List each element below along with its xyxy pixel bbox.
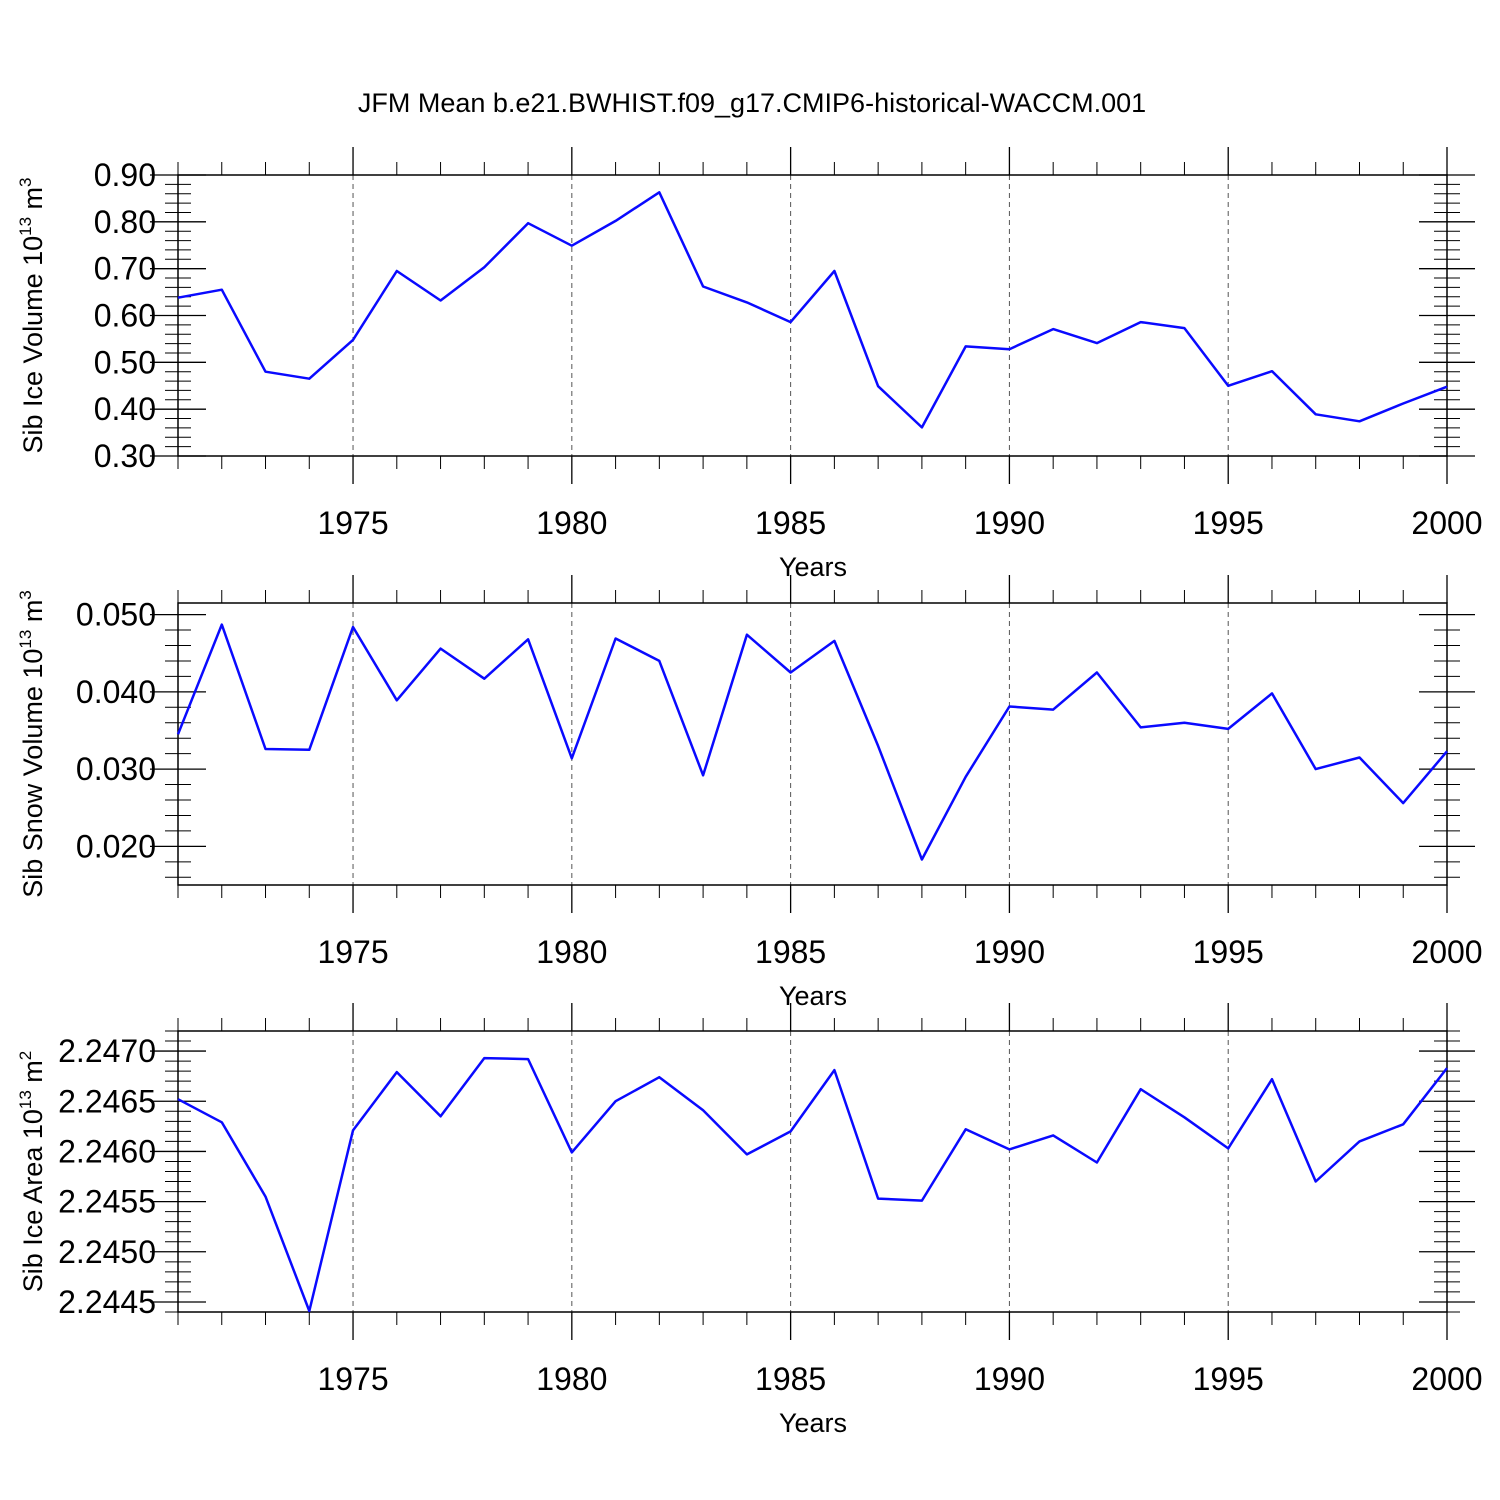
y-axis-title: Sib Ice Area 1013 m2 bbox=[16, 1051, 48, 1293]
x-axis-title: Years bbox=[779, 1408, 847, 1438]
y-tick-label: 0.050 bbox=[76, 597, 156, 633]
y-tick-label: 0.030 bbox=[76, 751, 156, 787]
x-tick-label: 1990 bbox=[974, 934, 1045, 970]
y-axis-title-part: m bbox=[18, 600, 48, 630]
plot-frame bbox=[177, 174, 1448, 457]
plot-frame bbox=[177, 602, 1448, 886]
y-tick-label: 0.60 bbox=[94, 298, 156, 334]
y-tick-label: 0.040 bbox=[76, 674, 156, 710]
x-tick-label: 1995 bbox=[1193, 934, 1264, 970]
series-line bbox=[176, 623, 1448, 861]
y-axis-title: Sib Ice Volume 1013 m3 bbox=[16, 177, 48, 453]
y-axis-title-exponent: 13 bbox=[16, 217, 35, 236]
chart-panels: 1975 1980 1985 1990 1995 2000 0.30 0.40 0.50 0.60… bbox=[16, 147, 1483, 1438]
y-tick-label: 2.2470 bbox=[58, 1033, 156, 1069]
y-axis-title-part: m bbox=[18, 187, 48, 217]
y-tick-label: 0.80 bbox=[94, 204, 156, 240]
x-axis-title: Years bbox=[779, 552, 847, 582]
x-tick-label: 1985 bbox=[755, 934, 826, 970]
figure-title: JFM Mean b.e21.BWHIST.f09_g17.CMIP6-hist… bbox=[358, 88, 1146, 118]
y-tick-label: 0.020 bbox=[76, 828, 156, 864]
x-tick-label: 2000 bbox=[1411, 1361, 1482, 1397]
y-tick-label: 0.90 bbox=[94, 157, 156, 193]
chart-panel-3: 1975 1980 1985 1990 1995 2000 2.2445 2.2450 2.24… bbox=[16, 1003, 1483, 1438]
y-axis-title-exponent: 2 bbox=[16, 1051, 35, 1060]
y-axis-title-exponent: 3 bbox=[16, 177, 35, 186]
chart-panel-1: 1975 1980 1985 1990 1995 2000 0.30 0.40 0.50 0.60… bbox=[16, 147, 1483, 582]
x-tick-label: 1975 bbox=[317, 505, 388, 541]
x-tick-label: 1995 bbox=[1193, 1361, 1264, 1397]
x-tick-label: 1990 bbox=[974, 505, 1045, 541]
y-axis-title-part: Sib Snow Volume 10 bbox=[18, 649, 48, 898]
x-tick-label: 1985 bbox=[755, 505, 826, 541]
x-tick-label: 2000 bbox=[1411, 505, 1482, 541]
x-tick-label: 1980 bbox=[536, 1361, 607, 1397]
y-axis-title-exponent: 13 bbox=[16, 630, 35, 649]
y-tick-label: 2.2445 bbox=[58, 1284, 156, 1320]
y-tick-label: 0.50 bbox=[94, 344, 156, 380]
y-axis-title: Sib Snow Volume 1013 m3 bbox=[16, 590, 48, 898]
x-tick-label: 1975 bbox=[317, 1361, 388, 1397]
y-tick-label: 2.2455 bbox=[58, 1184, 156, 1220]
x-tick-label: 1990 bbox=[974, 1361, 1045, 1397]
y-tick-label: 2.2460 bbox=[58, 1133, 156, 1169]
y-axis-title-exponent: 13 bbox=[16, 1090, 35, 1109]
x-tick-label: 1975 bbox=[317, 934, 388, 970]
x-tick-label: 2000 bbox=[1411, 934, 1482, 970]
y-axis-title-part: Sib Ice Volume 10 bbox=[18, 236, 48, 454]
x-tick-label: 1980 bbox=[536, 934, 607, 970]
x-tick-label: 1985 bbox=[755, 1361, 826, 1397]
series-line bbox=[177, 191, 1448, 429]
y-axis-title-exponent: 3 bbox=[16, 590, 35, 599]
y-tick-label: 0.70 bbox=[94, 251, 156, 287]
y-tick-label: 0.30 bbox=[94, 438, 156, 474]
x-tick-label: 1995 bbox=[1193, 505, 1264, 541]
y-axis-title-part: Sib Ice Area 10 bbox=[18, 1109, 48, 1292]
y-axis-title-part: m bbox=[18, 1060, 48, 1090]
y-tick-label: 2.2465 bbox=[58, 1083, 156, 1119]
y-tick-label: 2.2450 bbox=[58, 1234, 156, 1270]
x-axis-title: Years bbox=[779, 981, 847, 1011]
x-tick-label: 1980 bbox=[536, 505, 607, 541]
plot-frame bbox=[177, 1030, 1448, 1313]
chart-panel-2: 1975 1980 1985 1990 1995 2000 0.020 0.030 0.040 0… bbox=[16, 575, 1483, 1011]
y-tick-label: 0.40 bbox=[94, 391, 156, 427]
series-line bbox=[177, 1056, 1448, 1313]
